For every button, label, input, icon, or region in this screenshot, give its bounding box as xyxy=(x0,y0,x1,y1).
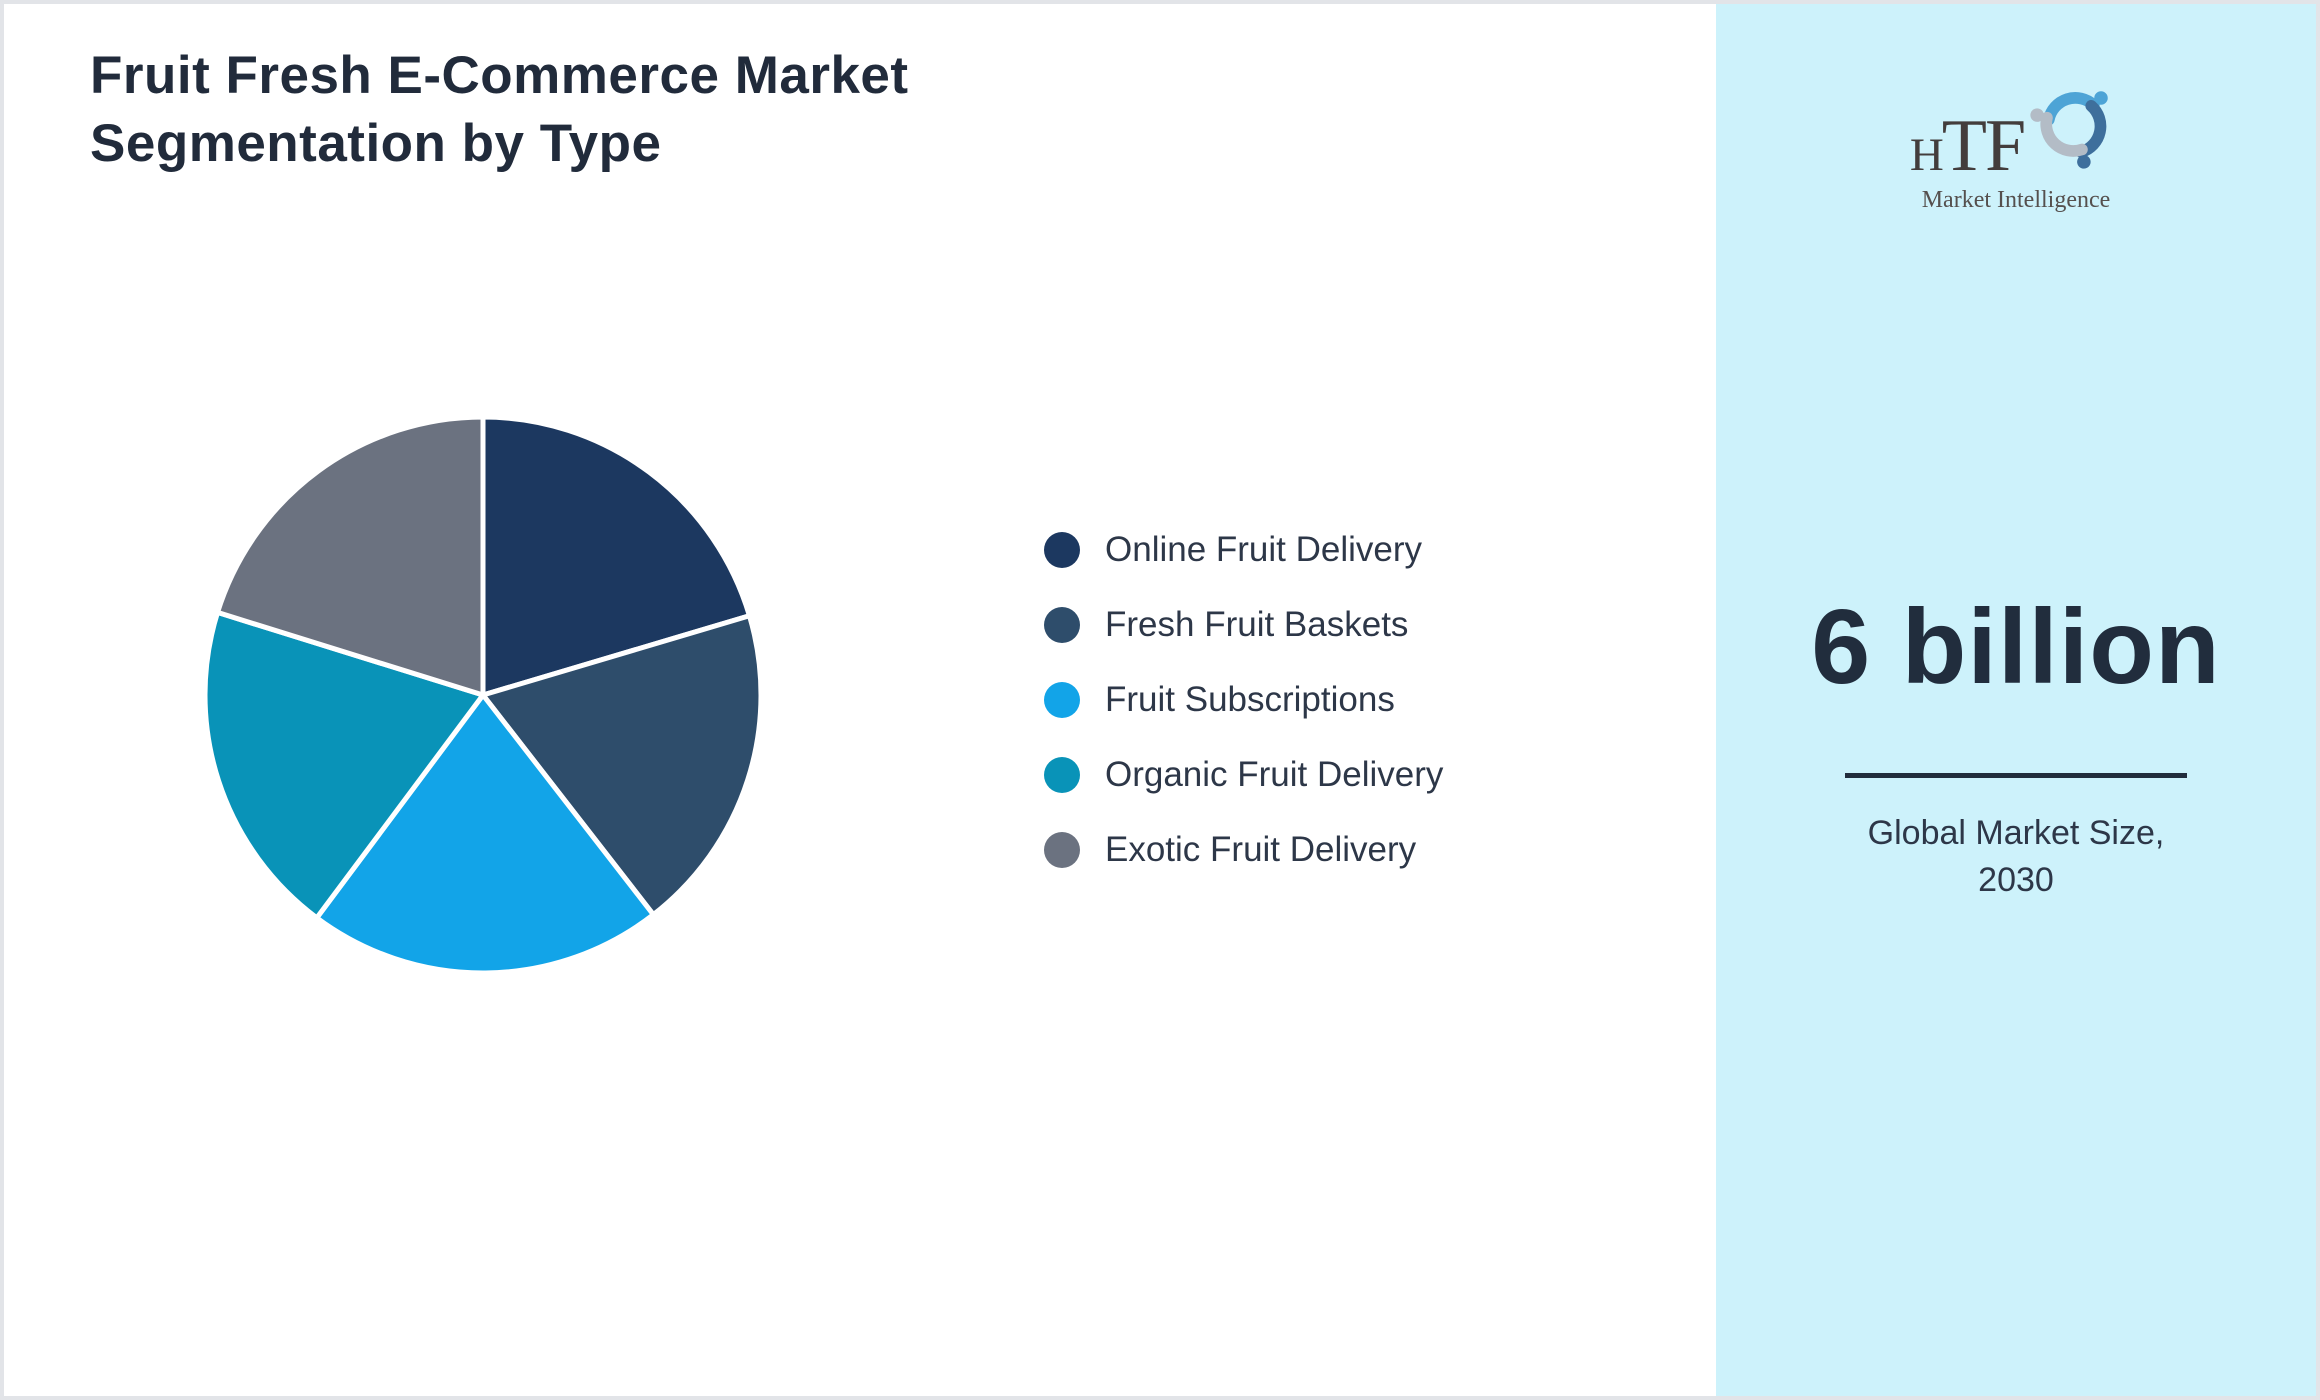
logo-subtitle: Market Intelligence xyxy=(1921,187,2111,213)
legend-item: Organic Fruit Delivery xyxy=(1044,755,1444,794)
chart-legend: Online Fruit Delivery Fresh Fruit Baskets… xyxy=(1044,530,1444,907)
pie-slice-2 xyxy=(480,613,764,918)
stat-caption-line2: 2030 xyxy=(1978,861,2054,899)
legend-label: Fruit Subscriptions xyxy=(1105,680,1395,719)
stat-caption-line1: Global Market Size, xyxy=(1867,814,2165,852)
legend-item: Online Fruit Delivery xyxy=(1044,530,1443,569)
divider-line xyxy=(1845,773,2187,778)
legend-label: Online Fruit Delivery xyxy=(1105,530,1423,569)
legend-swatch-icon xyxy=(1044,757,1080,793)
legend-item: Exotic Fruit Delivery xyxy=(1044,830,1443,869)
brand-logo: H TF xyxy=(1716,80,2316,214)
market-size-value: 6 billion xyxy=(1811,588,2221,706)
legend-label: Organic Fruit Delivery xyxy=(1105,755,1444,794)
logo-text-h: H xyxy=(1909,129,1944,181)
pie-slice-5 xyxy=(215,414,486,698)
legend-item: Fresh Fruit Baskets xyxy=(1044,605,1443,644)
content-canvas: Fruit Fresh E-Commerce Market Segmentati… xyxy=(4,4,2316,1396)
logo-text-tf: TF xyxy=(1941,105,2026,187)
legend-label: Fresh Fruit Baskets xyxy=(1105,605,1409,644)
stat-caption: Global Market Size, 2030 xyxy=(1716,810,2316,904)
legend-swatch-icon xyxy=(1044,532,1080,568)
legend-item: Fruit Subscriptions xyxy=(1044,680,1443,719)
logo-swirl-icon xyxy=(2030,91,2108,169)
legend-swatch-icon xyxy=(1044,682,1080,718)
pie-chart xyxy=(202,414,764,976)
legend-label: Exotic Fruit Delivery xyxy=(1105,830,1417,869)
logo-row: H TF xyxy=(1910,80,2122,183)
page-title: Fruit Fresh E-Commerce Market Segmentati… xyxy=(90,46,909,173)
pie-slice-1 xyxy=(480,414,752,698)
pie-slice-4 xyxy=(202,609,486,921)
pie-slice-3 xyxy=(314,692,656,976)
legend-swatch-icon xyxy=(1044,832,1080,868)
legend-swatch-icon xyxy=(1044,607,1080,643)
sidebar: H TF xyxy=(1716,4,2316,1396)
